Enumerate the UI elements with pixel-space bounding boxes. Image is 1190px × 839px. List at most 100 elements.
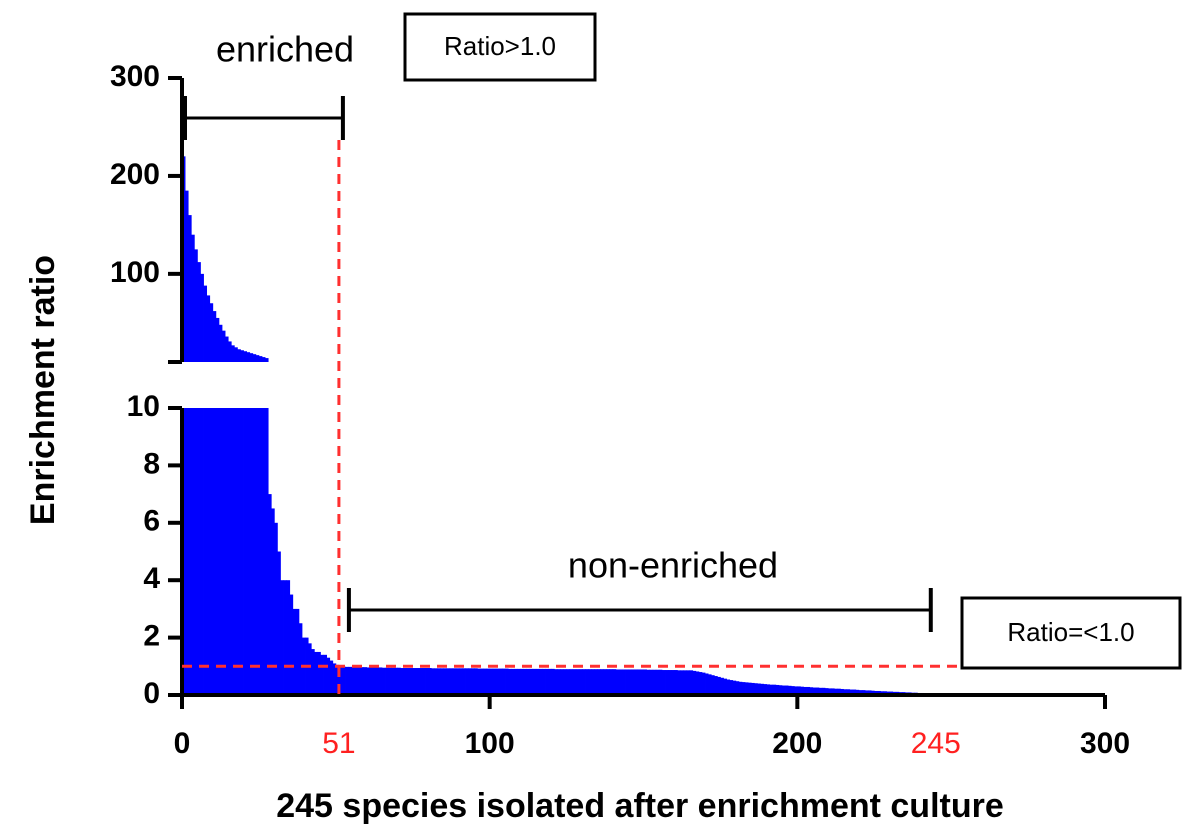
bar [206, 408, 211, 695]
bar [631, 669, 635, 695]
bar [778, 685, 783, 695]
bar [354, 667, 358, 695]
bar [372, 667, 377, 695]
bar [465, 668, 469, 695]
bar [231, 408, 235, 695]
bar [874, 690, 878, 695]
bar [705, 673, 709, 695]
bar [661, 670, 666, 695]
bar [852, 689, 857, 695]
bar [514, 668, 518, 695]
y-tick-label: 100 [110, 256, 160, 289]
bar [618, 669, 623, 695]
bar [268, 494, 272, 695]
y-tick-label: 0 [143, 677, 160, 710]
bar [785, 685, 789, 695]
bar [821, 687, 826, 695]
bar [714, 676, 718, 695]
bar [735, 681, 740, 695]
bar [523, 668, 527, 695]
bar [326, 657, 331, 695]
bar [600, 669, 604, 695]
bar [809, 687, 814, 695]
bar [532, 668, 537, 695]
bar [452, 668, 457, 695]
bar [212, 311, 217, 362]
bar [723, 678, 727, 695]
bar [421, 668, 426, 695]
bar [403, 668, 407, 695]
bar [209, 408, 214, 695]
y-tick-label: 300 [110, 60, 160, 93]
bar [246, 408, 251, 695]
bar [511, 668, 515, 695]
bar [286, 580, 291, 695]
bar [351, 666, 355, 695]
bar [508, 668, 512, 695]
y-tick-label: 8 [143, 447, 160, 480]
bar [791, 686, 795, 695]
bar [185, 190, 189, 362]
bar [237, 408, 241, 695]
bar [545, 668, 549, 695]
bar [646, 669, 651, 695]
bar [437, 668, 441, 695]
annotation: Ratio=<1.0 [1007, 617, 1134, 647]
bar [578, 669, 583, 695]
bar [572, 669, 577, 695]
bar [634, 669, 638, 695]
bar [517, 668, 521, 695]
bar [338, 666, 343, 695]
bar [375, 667, 380, 695]
bar [840, 688, 844, 695]
bar [720, 677, 724, 695]
y-tick-label: 2 [143, 620, 160, 653]
bar [812, 687, 817, 695]
bar [218, 408, 223, 695]
bar [538, 668, 543, 695]
bar [406, 668, 411, 695]
bar [394, 667, 398, 695]
bar [274, 522, 278, 695]
bar [446, 668, 451, 695]
bar [366, 667, 371, 695]
bar [218, 324, 223, 362]
bar [640, 669, 644, 695]
bar [505, 668, 509, 695]
bar [677, 670, 681, 695]
bar [246, 352, 251, 362]
bar [329, 660, 334, 695]
bar [652, 669, 657, 695]
bar [234, 347, 238, 362]
bar [877, 690, 881, 695]
bar [615, 669, 620, 695]
bar [348, 666, 352, 695]
bar [197, 408, 201, 695]
bar [788, 685, 792, 695]
bar [692, 670, 697, 695]
bar [360, 667, 364, 695]
bar [643, 669, 647, 695]
bar [243, 351, 248, 362]
bar [871, 690, 875, 695]
bar [843, 689, 847, 695]
bar [283, 580, 288, 695]
bar [757, 683, 761, 695]
bar [221, 330, 226, 362]
bar [674, 670, 678, 695]
bar [477, 668, 481, 695]
bar [489, 668, 494, 695]
bar [695, 671, 700, 695]
bar [212, 408, 217, 695]
bar [191, 408, 195, 695]
bar [609, 669, 614, 695]
bar [225, 408, 229, 695]
bar [754, 683, 758, 695]
bar [258, 356, 263, 362]
bar [317, 651, 321, 695]
bar [243, 408, 248, 695]
bar [597, 669, 601, 695]
bar [295, 608, 300, 695]
bar [668, 670, 672, 695]
bar [726, 679, 731, 695]
